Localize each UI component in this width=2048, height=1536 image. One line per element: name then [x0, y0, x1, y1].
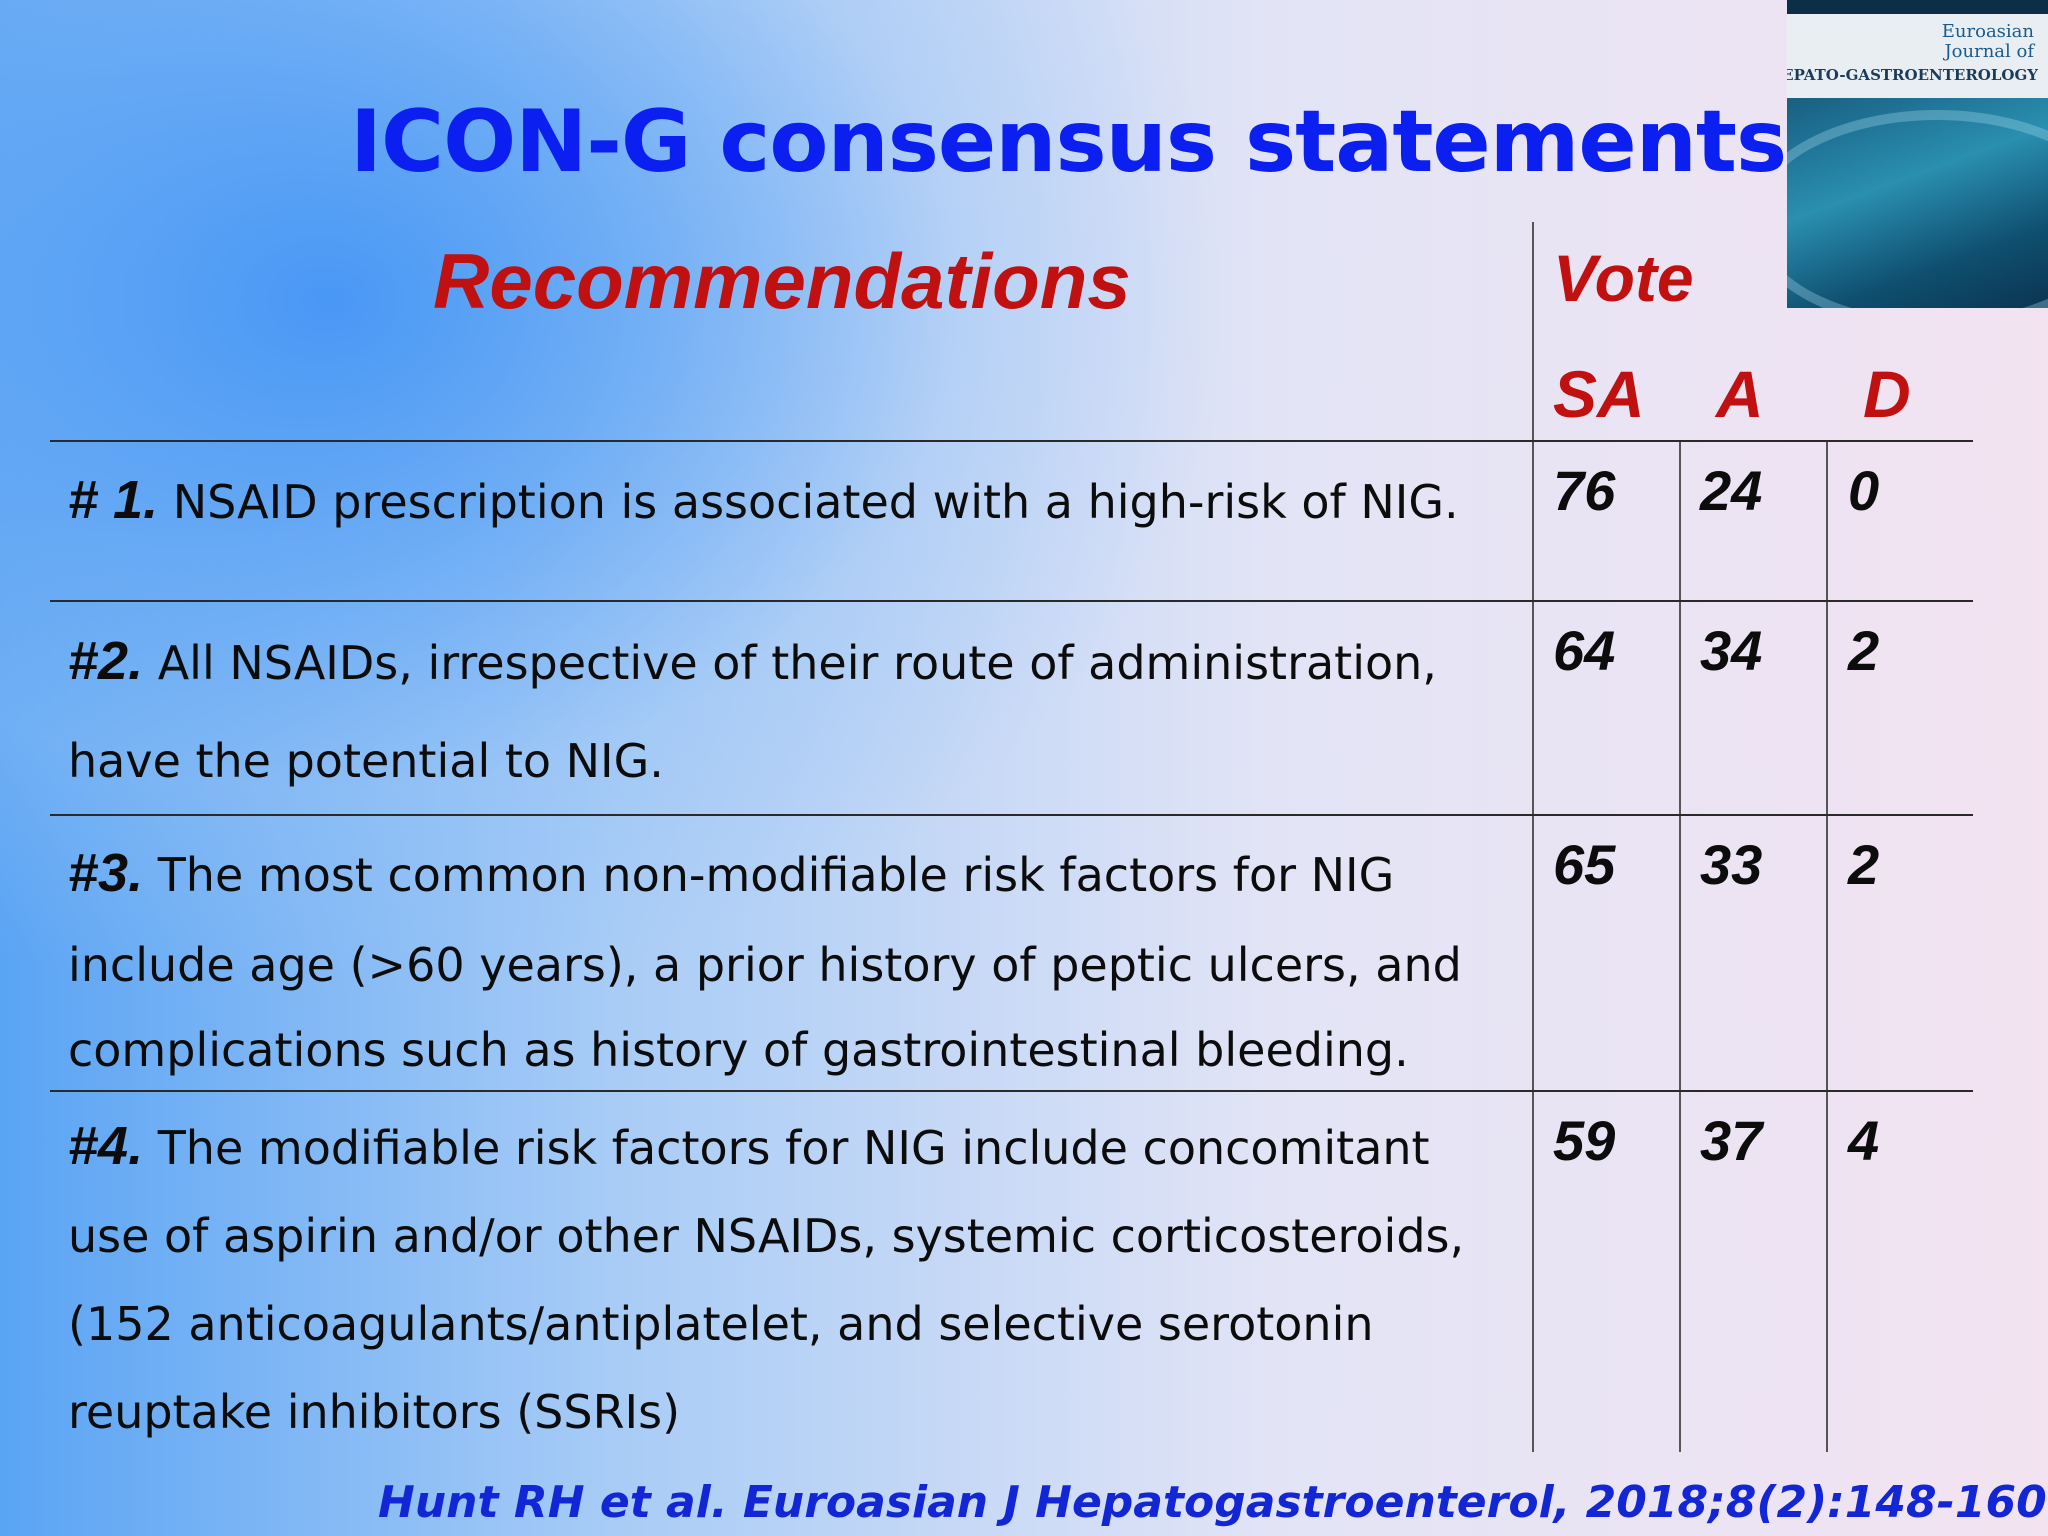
vote-sa: 76 [1553, 459, 1616, 522]
table-divider-vertical [1826, 442, 1828, 1452]
table-divider-horizontal [50, 814, 1973, 816]
table-divider-vertical [1532, 222, 1534, 1452]
recommendation-text: The modifiable risk factors for NIG incl… [157, 1121, 1430, 1175]
d-column-header: D [1863, 357, 1911, 431]
table-divider-horizontal [50, 1090, 1973, 1092]
table-divider-horizontal [50, 440, 1973, 442]
recommendation-text: (152 anticoagulants/antiplatelet, and se… [68, 1297, 1374, 1351]
vote-d: 4 [1848, 1109, 1880, 1172]
recommendation-number: #3. [68, 843, 144, 903]
vote-d: 2 [1848, 619, 1880, 682]
recommendation-number: # 1. [68, 470, 159, 530]
cover-journal-name: Euroasian Journal of [1942, 22, 2034, 62]
recommendation-text: The most common non-modifiable risk fact… [157, 848, 1395, 902]
vote-a: 33 [1700, 833, 1763, 896]
cover-journal-subtitle: HEPATO-GASTROENTEROLOGY [1787, 66, 2038, 84]
recommendation-number: #2. [68, 631, 144, 691]
table-divider-horizontal [50, 600, 1973, 602]
recommendation-text: reuptake inhibitors (SSRIs) [68, 1385, 681, 1439]
recommendation-text: NSAID prescription is associated with a … [172, 475, 1459, 529]
recommendation-1: # 1. NSAID prescription is associated wi… [68, 453, 1508, 549]
slide-title: ICON-G consensus statements: [350, 92, 1821, 192]
recommendation-line: #4. The modifiable risk factors for NIG … [68, 1102, 1508, 1192]
cover-swirl-art [1787, 110, 2048, 308]
citation: Hunt RH et al. Euroasian J Hepatogastroe… [378, 1477, 2047, 1528]
journal-cover-image: Euroasian Journal of HEPATO-GASTROENTERO… [1787, 0, 2048, 308]
table-divider-vertical [1679, 442, 1681, 1452]
vote-a: 24 [1700, 459, 1763, 522]
vote-header: Vote [1553, 241, 1694, 315]
recommendation-line: #3. The most common non-modifiable risk … [68, 828, 1508, 920]
a-column-header: A [1716, 357, 1764, 431]
recommendations-header: Recommendations [433, 237, 1131, 325]
cover-top-band [1787, 0, 2048, 14]
sa-column-header: SA [1553, 357, 1645, 431]
recommendation-number: #4. [68, 1116, 144, 1176]
recommendation-text: have the potential to NIG. [68, 734, 664, 788]
vote-d: 2 [1848, 833, 1880, 896]
recommendation-text: All NSAIDs, irrespective of their route … [157, 636, 1437, 690]
recommendation-line: # 1. NSAID prescription is associated wi… [68, 453, 1508, 549]
vote-a: 34 [1700, 619, 1763, 682]
vote-a: 37 [1700, 1109, 1763, 1172]
recommendation-text: use of aspirin and/or other NSAIDs, syst… [68, 1209, 1465, 1263]
recommendation-4: #4. The modifiable risk factors for NIG … [68, 1102, 1508, 1456]
recommendation-line: #2. All NSAIDs, irrespective of their ro… [68, 612, 1508, 712]
vote-sa: 59 [1553, 1109, 1616, 1172]
recommendation-text: complications such as history of gastroi… [68, 1023, 1409, 1077]
vote-sa: 64 [1553, 619, 1616, 682]
recommendation-3: #3. The most common non-modifiable risk … [68, 828, 1508, 1090]
recommendation-2: #2. All NSAIDs, irrespective of their ro… [68, 612, 1508, 810]
recommendation-text: include age (>60 years), a prior history… [68, 938, 1462, 992]
cover-header-area [1787, 14, 2048, 98]
vote-d: 0 [1848, 459, 1880, 522]
cover-line-2: Journal of [1944, 41, 2034, 62]
vote-sa: 65 [1553, 833, 1616, 896]
cover-line-1: Euroasian [1941, 21, 2034, 42]
